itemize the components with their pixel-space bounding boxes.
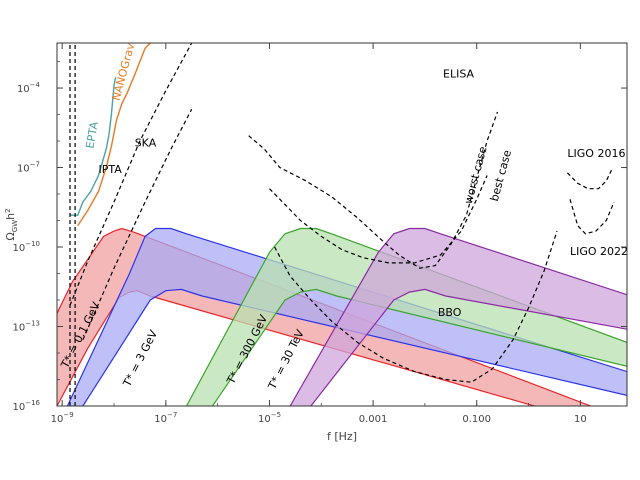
- curve-label-ipta: IPTA: [99, 163, 123, 176]
- y-axis-label-part: h: [4, 213, 17, 220]
- y-axis-label: ΩGWh2: [4, 208, 19, 240]
- x-axis-label: f [Hz]: [327, 430, 357, 443]
- y-tick-exponent: −13: [25, 320, 40, 328]
- sensitivity-curves: [69, 43, 615, 406]
- y-tick-exponent: −7: [30, 161, 40, 169]
- curve-label-ligo-2022: LIGO 2022: [570, 245, 628, 258]
- curve-ligo-2022: [569, 199, 615, 235]
- y-axis-label-part: Ω: [4, 232, 17, 240]
- curve-label-elisa: ELISA: [443, 67, 475, 80]
- band-fill-t-300-gev: [186, 228, 627, 406]
- y-axis-label-text: ΩGWh2: [4, 208, 19, 240]
- y-tick-exponent: −4: [30, 81, 41, 89]
- curve-nanograv: [77, 43, 151, 227]
- curve-bbo: [274, 230, 558, 383]
- curve-ska: [82, 108, 193, 341]
- y-tick-exponent: −10: [25, 240, 40, 248]
- band-upper-t-300-gev: [185, 227, 627, 406]
- band-fill-t-30-tev: [290, 228, 627, 406]
- y-tick-exponent: −16: [25, 399, 40, 407]
- curve-label-ska: SKA: [135, 136, 157, 149]
- curve-label-ligo-2016: LIGO 2016: [567, 147, 625, 160]
- x-tick-label: 0.100: [462, 414, 491, 425]
- curve-elisa-best-case: [269, 175, 488, 264]
- x-tick-label: 10: [574, 414, 587, 425]
- band-upper-t-3-gev: [66, 227, 627, 406]
- curve-label-epta: EPTA: [83, 120, 101, 149]
- x-tick-exponent: −7: [167, 411, 177, 419]
- x-tick-label: 0.001: [359, 414, 388, 425]
- x-tick-exponent: −5: [271, 411, 281, 419]
- curve-epta: [70, 77, 117, 216]
- curve-label-bbo: BBO: [438, 306, 462, 319]
- y-axis-label-part: GW: [11, 220, 19, 232]
- band-lower-t-30-tev: [310, 288, 627, 406]
- plot-frame: [56, 42, 628, 407]
- x-tick-exponent: −9: [63, 411, 73, 419]
- curve-ligo-2016: [566, 169, 613, 190]
- y-axis-label-part: 2: [4, 208, 12, 212]
- band-areas: [57, 227, 627, 406]
- curve-elisa-worst-case: [248, 111, 499, 269]
- band-upper-t-0-1-gev: [57, 227, 591, 406]
- band-upper-t-30-tev: [289, 227, 627, 406]
